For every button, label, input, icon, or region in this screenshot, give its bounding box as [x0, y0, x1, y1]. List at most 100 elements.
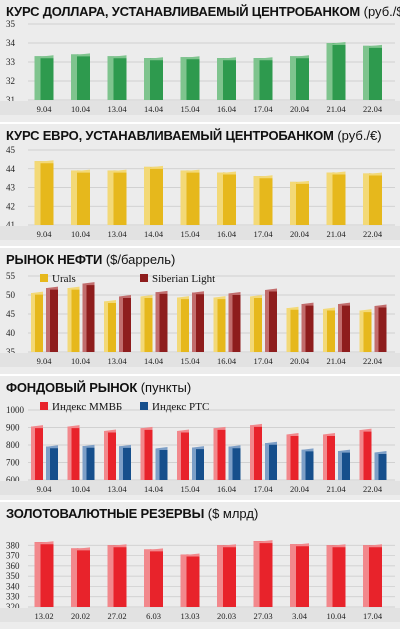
bar-cap — [217, 57, 236, 61]
legend-swatch — [40, 402, 48, 410]
x-tick-label: 10.04 — [71, 229, 91, 239]
bar-cap — [144, 548, 163, 552]
y-tick-label: 35 — [6, 347, 16, 357]
bar-highlight — [213, 428, 218, 480]
x-tick-label: 27.02 — [107, 611, 126, 621]
bar-cap — [374, 451, 387, 455]
bar-cap — [107, 169, 127, 173]
bar-cap — [180, 56, 200, 60]
y-tick-label: 320 — [6, 602, 20, 612]
bar-cap — [67, 286, 80, 290]
x-tick-label: 22.04 — [363, 229, 383, 239]
oil-market-chart: 35 40 45 50 55 Urals Siberian Light 9.04 10.04 13… — [0, 271, 400, 367]
x-tick-label: 13.04 — [107, 484, 127, 494]
bar-highlight — [46, 288, 50, 352]
legend-label: Индекс РТС — [152, 401, 209, 413]
bar-highlight — [253, 176, 260, 225]
x-tick-label: 27.03 — [253, 611, 272, 621]
bar-cap — [326, 171, 346, 175]
bar-cap — [253, 57, 273, 61]
x-tick-label: 16.04 — [217, 104, 237, 114]
bar-highlight — [119, 446, 123, 480]
bar-highlight — [107, 545, 114, 607]
bar-cap — [71, 53, 90, 57]
bar-highlight — [253, 541, 260, 607]
bar-highlight — [359, 430, 364, 480]
bar-highlight — [71, 170, 77, 225]
x-tick-label: 13.04 — [107, 104, 127, 114]
bar-highlight — [107, 56, 114, 100]
bar-highlight — [31, 426, 35, 480]
bar-cap — [301, 448, 314, 452]
bar-cap — [323, 433, 335, 436]
panel-usd-title: КУРС ДОЛЛАРА, УСТАНАВЛИВАЕМЫЙ ЦЕНТРОБАНК… — [6, 4, 400, 19]
bar-highlight — [71, 54, 77, 100]
bar-highlight — [217, 172, 223, 225]
bar-highlight — [286, 434, 291, 480]
x-tick-label: 14.04 — [144, 104, 164, 114]
bar-cap — [34, 160, 54, 164]
bar-cap — [323, 307, 335, 311]
bar-cap — [326, 42, 346, 45]
x-tick-label: 14.04 — [144, 229, 164, 239]
bar-cap — [144, 57, 163, 61]
y-tick-label: 340 — [6, 581, 20, 591]
bar-cap — [104, 429, 116, 433]
bar-highlight — [228, 446, 233, 480]
bar-highlight — [363, 545, 369, 607]
chart-unit-oil: ($/баррель) — [105, 252, 176, 267]
panel-oil-title: РЫНОК НЕФТИ ($/баррель) — [6, 252, 175, 267]
panel-usd: КУРС ДОЛЛАРА, УСТАНАВЛИВАЕМЫЙ ЦЕНТРОБАНК… — [0, 0, 400, 124]
x-tick-label: 10.04 — [71, 104, 91, 114]
bar-highlight — [323, 434, 327, 480]
bar-cap — [338, 302, 350, 306]
chart-unit-eur: (руб./€) — [337, 128, 382, 143]
panel-reserves: ЗОЛОТОВАЛЮТНЫЕ РЕЗЕРВЫ ($ млрд) 320 330 34… — [0, 502, 400, 629]
bar-highlight — [253, 58, 260, 100]
bar-cap — [177, 296, 189, 300]
stock-market-chart: 600 700 800 900 1000 Индекс ММВБ Индекс РТС 9.0… — [0, 401, 400, 495]
y-tick-label: 380 — [6, 540, 20, 550]
x-axis-band — [0, 101, 400, 115]
x-axis-band — [0, 608, 400, 622]
x-tick-label: 20.04 — [290, 229, 310, 239]
bar-highlight — [155, 292, 160, 352]
chart-unit-stock: (пункты) — [140, 380, 192, 395]
bar-highlight — [250, 425, 254, 480]
panel-eur-title: КУРС ЕВРО, УСТАНАВЛИВАЕМЫЙ ЦЕНТРОБАНКОМ … — [6, 128, 382, 143]
bar-cap — [217, 544, 236, 548]
legend-swatch — [140, 274, 148, 282]
bar-highlight — [363, 45, 369, 100]
x-tick-label: 10.04 — [71, 356, 91, 366]
x-tick-label: 15.04 — [180, 484, 200, 494]
bar-cap — [34, 541, 54, 545]
y-tick-label: 32 — [6, 76, 15, 86]
bar-cap — [192, 291, 204, 295]
x-tick-label: 9.04 — [37, 104, 53, 114]
y-tick-label: 370 — [6, 551, 20, 561]
x-tick-label: 22.04 — [363, 104, 383, 114]
bar-highlight — [326, 43, 333, 100]
bar-cap — [180, 169, 200, 173]
x-tick-label: 15.04 — [180, 356, 200, 366]
x-tick-label: 20.04 — [290, 104, 310, 114]
bar-cap — [71, 169, 90, 173]
bar-cap — [286, 433, 299, 436]
bar-highlight — [265, 443, 269, 480]
bar-cap — [250, 423, 262, 427]
x-tick-label: 20.02 — [71, 611, 90, 621]
x-tick-label: 10.04 — [326, 611, 346, 621]
x-tick-label: 21.04 — [326, 229, 346, 239]
y-tick-label: 34 — [6, 38, 16, 48]
bar-highlight — [338, 304, 342, 352]
bar-cap — [286, 306, 299, 310]
bar-cap — [82, 282, 95, 286]
x-tick-label: 13.02 — [34, 611, 53, 621]
bar-cap — [46, 286, 58, 290]
y-tick-label: 900 — [6, 423, 20, 433]
x-tick-label: 21.04 — [326, 104, 346, 114]
y-tick-label: 42 — [6, 201, 15, 211]
legend-swatch — [140, 402, 148, 410]
